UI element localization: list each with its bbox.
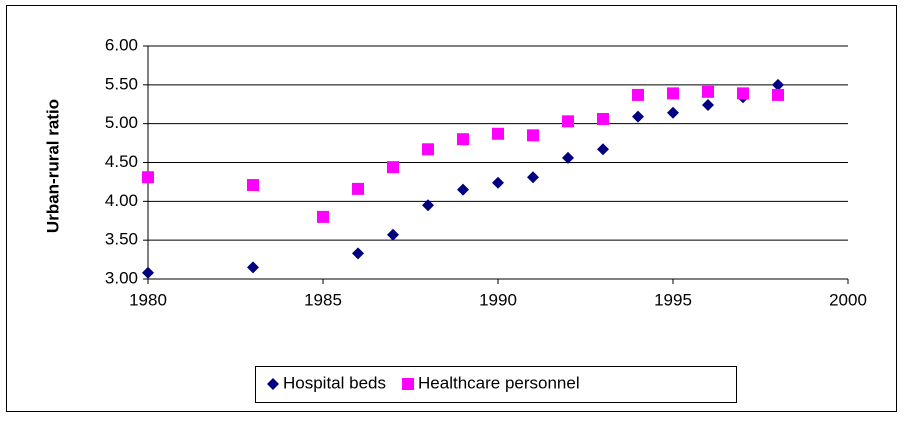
x-tick-label: 2000 [829,290,867,309]
square-marker [492,127,504,140]
square-marker [142,171,154,184]
diamond-marker [597,143,609,156]
square-marker [667,87,679,100]
chart-frame [6,5,897,412]
y-tick-label: 5.50 [105,74,138,93]
y-tick-label: 3.50 [105,230,138,249]
diamond-marker [142,266,154,279]
square-marker [247,179,259,192]
x-tick-label: 1985 [304,290,342,309]
diamond-marker [632,110,644,123]
diamond-marker [562,151,574,164]
square-marker [562,115,574,128]
diamond-marker [667,106,679,119]
x-tick-label: 1980 [129,290,167,309]
diamond-marker [702,99,714,112]
legend-label: Healthcare personnel [418,373,580,392]
square-marker [317,210,329,223]
diamond-marker [492,176,504,189]
y-tick-label: 4.50 [105,152,138,171]
x-tick-label: 1990 [479,290,517,309]
square-marker [737,87,749,100]
y-axis-label: Urban-rural ratio [43,99,62,233]
diamond-marker [422,199,434,212]
square-marker [457,133,469,146]
diamond-marker [247,261,259,274]
square-marker [702,85,714,98]
y-tick-label: 6.00 [105,35,138,54]
diamond-marker [352,247,364,260]
diamond-marker [527,171,539,184]
diamond-marker [387,228,399,241]
square-marker [597,113,609,126]
legend [255,366,737,403]
square-marker [772,88,784,101]
y-tick-label: 3.00 [105,268,138,287]
diamond-marker [772,78,784,91]
square-marker [387,161,399,174]
y-tick-label: 4.00 [105,191,138,210]
legend-label: Hospital beds [283,373,386,392]
y-tick-label: 5.00 [105,113,138,132]
square-marker [402,378,415,390]
square-marker [422,143,434,156]
square-marker [352,182,364,195]
diamond-marker [267,378,279,390]
x-tick-label: 1995 [654,290,692,309]
square-marker [527,129,539,142]
diamond-marker [457,183,469,196]
square-marker [632,88,644,101]
